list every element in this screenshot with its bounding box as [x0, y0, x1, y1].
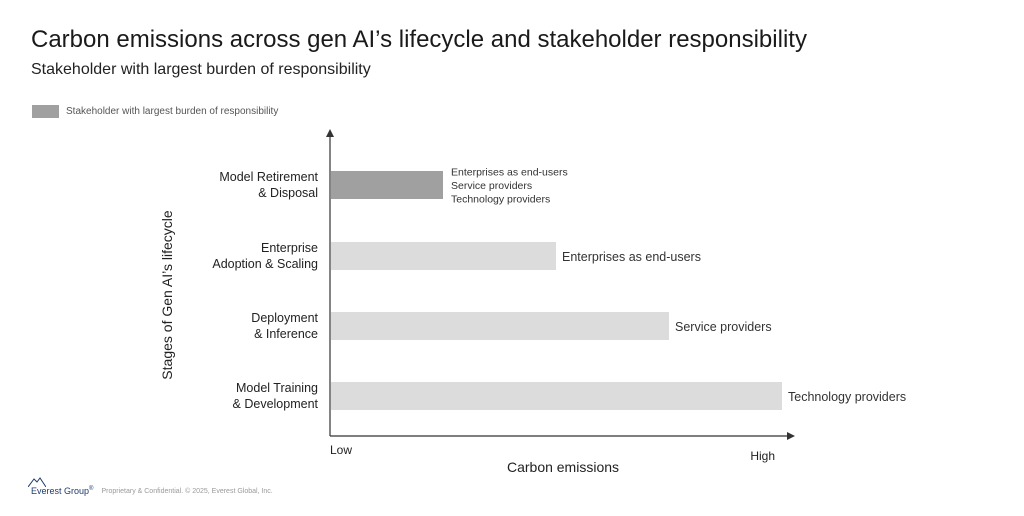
category-label: & Inference — [254, 327, 318, 341]
bar-3 — [331, 382, 782, 410]
x-tick-label-low: Low — [330, 443, 352, 457]
logo-mountain-icon — [28, 477, 46, 487]
bar-1 — [331, 242, 556, 270]
chart-title: Carbon emissions across gen AI’s lifecyc… — [31, 26, 807, 53]
category-label: Model Training — [236, 381, 318, 395]
bar-annotation: Enterprises as end-users — [562, 250, 701, 264]
category-label: Adoption & Scaling — [212, 257, 318, 271]
bar-0 — [331, 171, 443, 199]
category-label: Model Retirement — [219, 170, 318, 184]
legend: Stakeholder with largest burden of respo… — [32, 103, 278, 119]
legend-swatch — [32, 104, 59, 118]
company-logo: Everest Group® — [28, 477, 93, 496]
bar-annotation: Technology providers — [788, 390, 906, 404]
footer: Everest Group® Proprietary & Confidentia… — [28, 477, 273, 500]
y-axis-label: Stages of Gen AI’s lifecycle — [159, 210, 175, 380]
bar-annotation: Technology providers — [451, 194, 550, 206]
bar-annotation: Service providers — [451, 180, 532, 192]
x-tick-label-high: High — [750, 449, 775, 463]
copyright-notice: Proprietary & Confidential. © 2025, Ever… — [101, 487, 273, 495]
bar-2 — [331, 312, 669, 340]
x-axis-label: Carbon emissions — [507, 459, 619, 475]
chart-subtitle: Stakeholder with largest burden of respo… — [31, 61, 371, 78]
bar-annotation: Enterprises as end-users — [451, 167, 568, 179]
category-label: Deployment — [251, 311, 318, 325]
bar-annotation: Service providers — [675, 320, 772, 334]
category-label: Enterprise — [261, 241, 318, 255]
category-label: & Disposal — [258, 186, 318, 200]
legend-label: Stakeholder with largest burden of respo… — [66, 105, 279, 117]
category-label: & Development — [233, 397, 319, 411]
